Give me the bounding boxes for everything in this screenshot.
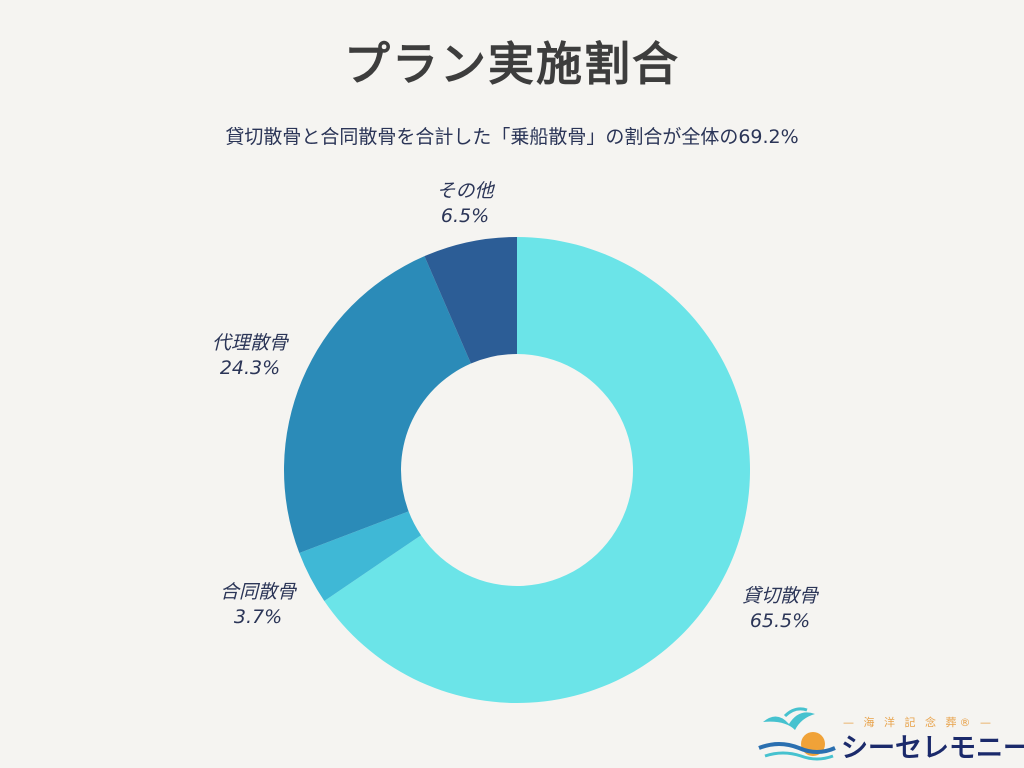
donut-slice-0 — [324, 237, 750, 703]
brand-tagline: — 海 洋 記 念 葬® — — [843, 716, 994, 729]
donut-slice-1 — [299, 511, 422, 601]
slice-value-2: 24.3% — [220, 357, 280, 379]
donut-slice-2 — [283, 256, 471, 554]
slice-label-1: 合同散骨 — [220, 581, 298, 603]
slice-value-0: 65.5% — [750, 610, 810, 632]
chart-title: プラン実施割合 — [344, 37, 680, 91]
chart-subtitle: 貸切散骨と合同散骨を合計した「乗船散骨」の割合が全体の69.2% — [225, 126, 799, 148]
slice-label-2: 代理散骨 — [212, 332, 290, 354]
donut-slice-3 — [424, 237, 517, 364]
slice-value-1: 3.7% — [234, 606, 282, 628]
slice-value-3: 6.5% — [441, 205, 489, 227]
slice-label-0: 貸切散骨 — [742, 585, 820, 607]
seagull-sunset-logo-icon — [758, 707, 836, 761]
brand-name: シーセレモニー — [841, 733, 1024, 764]
brand-logo: — 海 洋 記 念 葬® — シーセレモニー — [755, 704, 1024, 764]
slice-label-3: その他 — [436, 180, 495, 202]
